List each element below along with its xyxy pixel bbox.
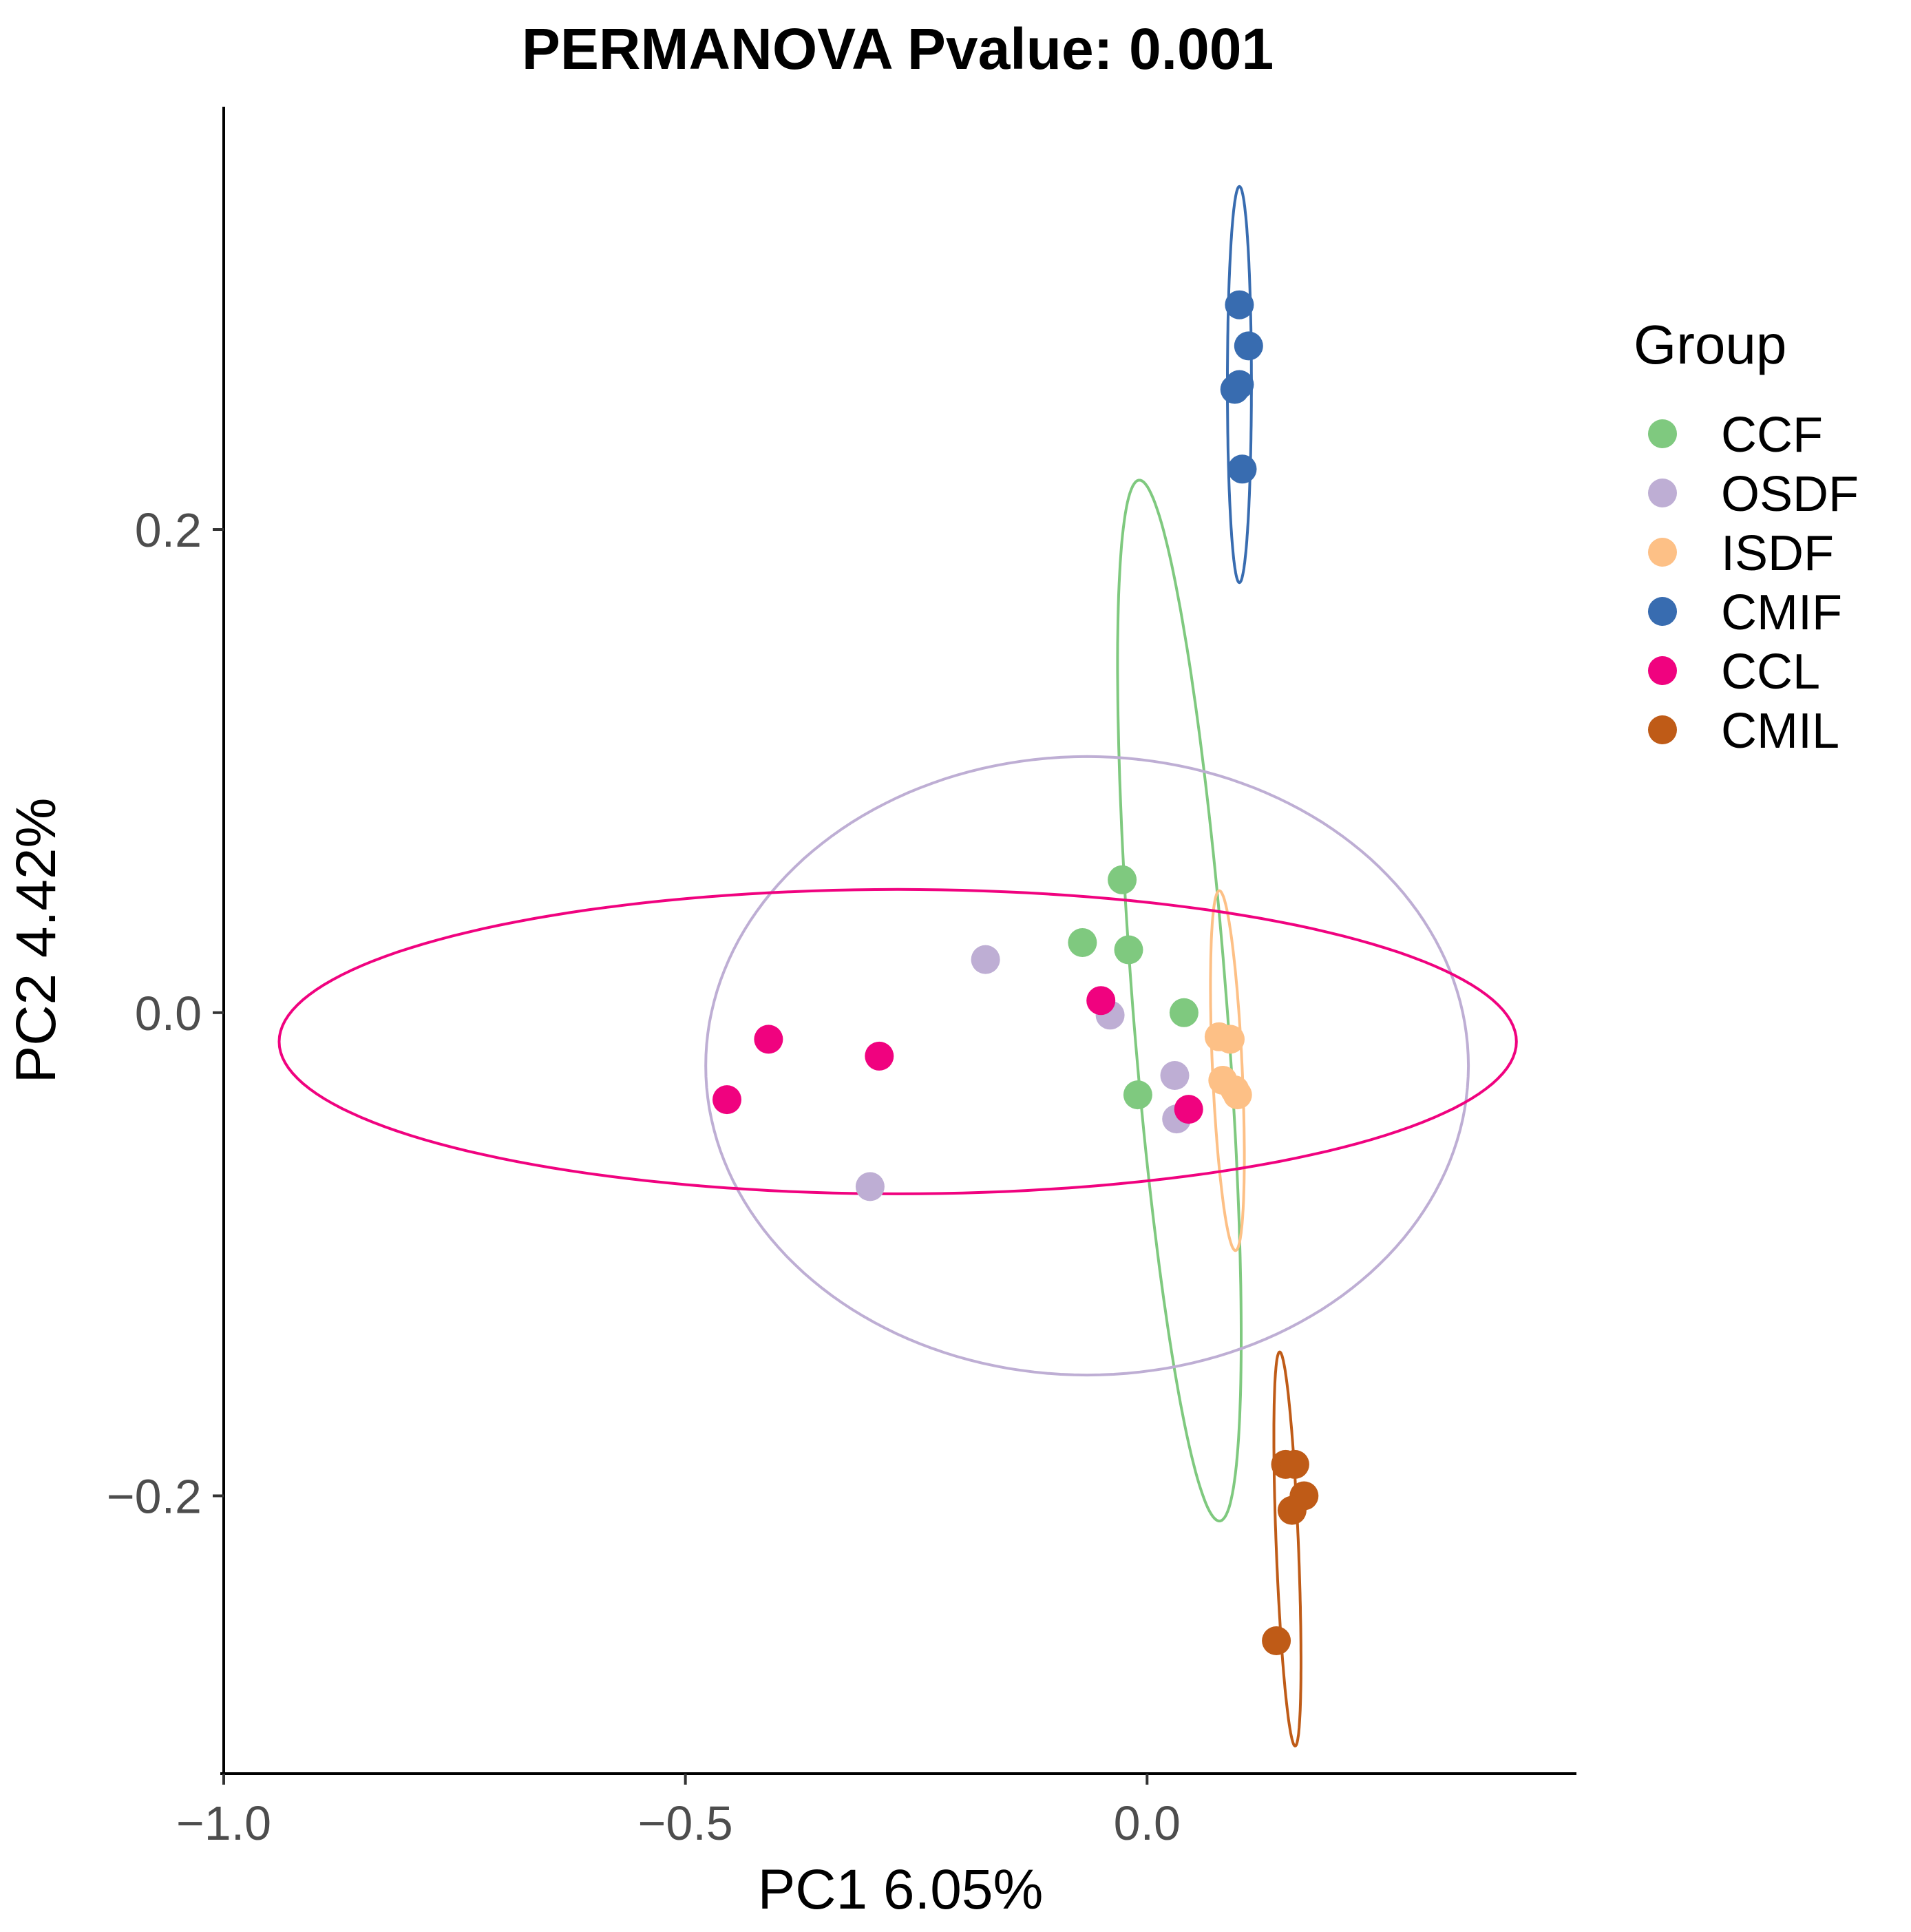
x-tick-label: 0.0 xyxy=(1114,1796,1181,1850)
y-tick-label: 0.0 xyxy=(135,987,202,1040)
ellipses-layer xyxy=(277,185,1518,1747)
point-ccl xyxy=(754,1025,783,1054)
legend-label-isdf: ISDF xyxy=(1721,526,1834,581)
ellipse-isdf xyxy=(1209,889,1246,1252)
point-cmif xyxy=(1227,454,1257,484)
point-osdf xyxy=(855,1172,885,1201)
ellipse-cmil xyxy=(1272,1350,1302,1747)
legend-label-ccf: CCF xyxy=(1721,408,1823,463)
point-ccl xyxy=(712,1085,741,1115)
point-ccf xyxy=(1123,1080,1152,1110)
legend-label-cmil: CMIL xyxy=(1721,704,1839,759)
x-ticks: −1.0 −0.5 0.0 xyxy=(176,1774,1181,1850)
point-ccf xyxy=(1108,865,1137,894)
y-axis-title: PC2 4.42% xyxy=(5,798,67,1084)
point-cmil xyxy=(1262,1626,1291,1655)
point-ccf xyxy=(1114,935,1143,965)
y-tick-label: −0.2 xyxy=(107,1470,202,1524)
chart-title: PERMANOVA Pvalue: 0.001 xyxy=(522,17,1274,81)
ellipse-cmif xyxy=(1226,185,1253,585)
y-ticks: 0.2 0.0 −0.2 xyxy=(107,503,224,1524)
legend-title: Group xyxy=(1634,314,1786,375)
point-ccl xyxy=(1174,1095,1203,1124)
ellipse-osdf xyxy=(704,755,1470,1377)
point-ccl xyxy=(1086,986,1116,1016)
point-cmif xyxy=(1234,331,1263,361)
point-ccf xyxy=(1068,928,1097,957)
point-cmil xyxy=(1277,1495,1307,1525)
legend-label-osdf: OSDF xyxy=(1721,467,1859,522)
point-cmif xyxy=(1225,290,1254,319)
point-osdf xyxy=(1160,1061,1190,1090)
point-isdf xyxy=(1216,1025,1245,1054)
point-cmil xyxy=(1280,1449,1309,1479)
point-ccf xyxy=(1169,998,1199,1027)
legend-key-ccf xyxy=(1648,419,1677,448)
legend-key-cmil xyxy=(1648,715,1677,744)
x-axis-title: PC1 6.05% xyxy=(758,1858,1044,1921)
legend-label-cmif: CMIF xyxy=(1721,585,1842,640)
x-tick-label: −0.5 xyxy=(638,1796,733,1850)
legend-label-ccl: CCL xyxy=(1721,644,1820,700)
x-tick-label: −1.0 xyxy=(176,1796,271,1850)
ellipse-ccl xyxy=(277,888,1518,1195)
y-tick-label: 0.2 xyxy=(135,503,202,557)
point-cmif xyxy=(1225,370,1254,399)
points-layer xyxy=(712,290,1319,1655)
point-osdf xyxy=(971,945,1000,974)
point-isdf xyxy=(1223,1080,1252,1110)
legend-key-osdf xyxy=(1648,479,1677,507)
legend-key-isdf xyxy=(1648,538,1677,567)
point-ccl xyxy=(865,1041,894,1071)
legend-key-cmif xyxy=(1648,597,1677,626)
legend-key-ccl xyxy=(1648,656,1677,685)
